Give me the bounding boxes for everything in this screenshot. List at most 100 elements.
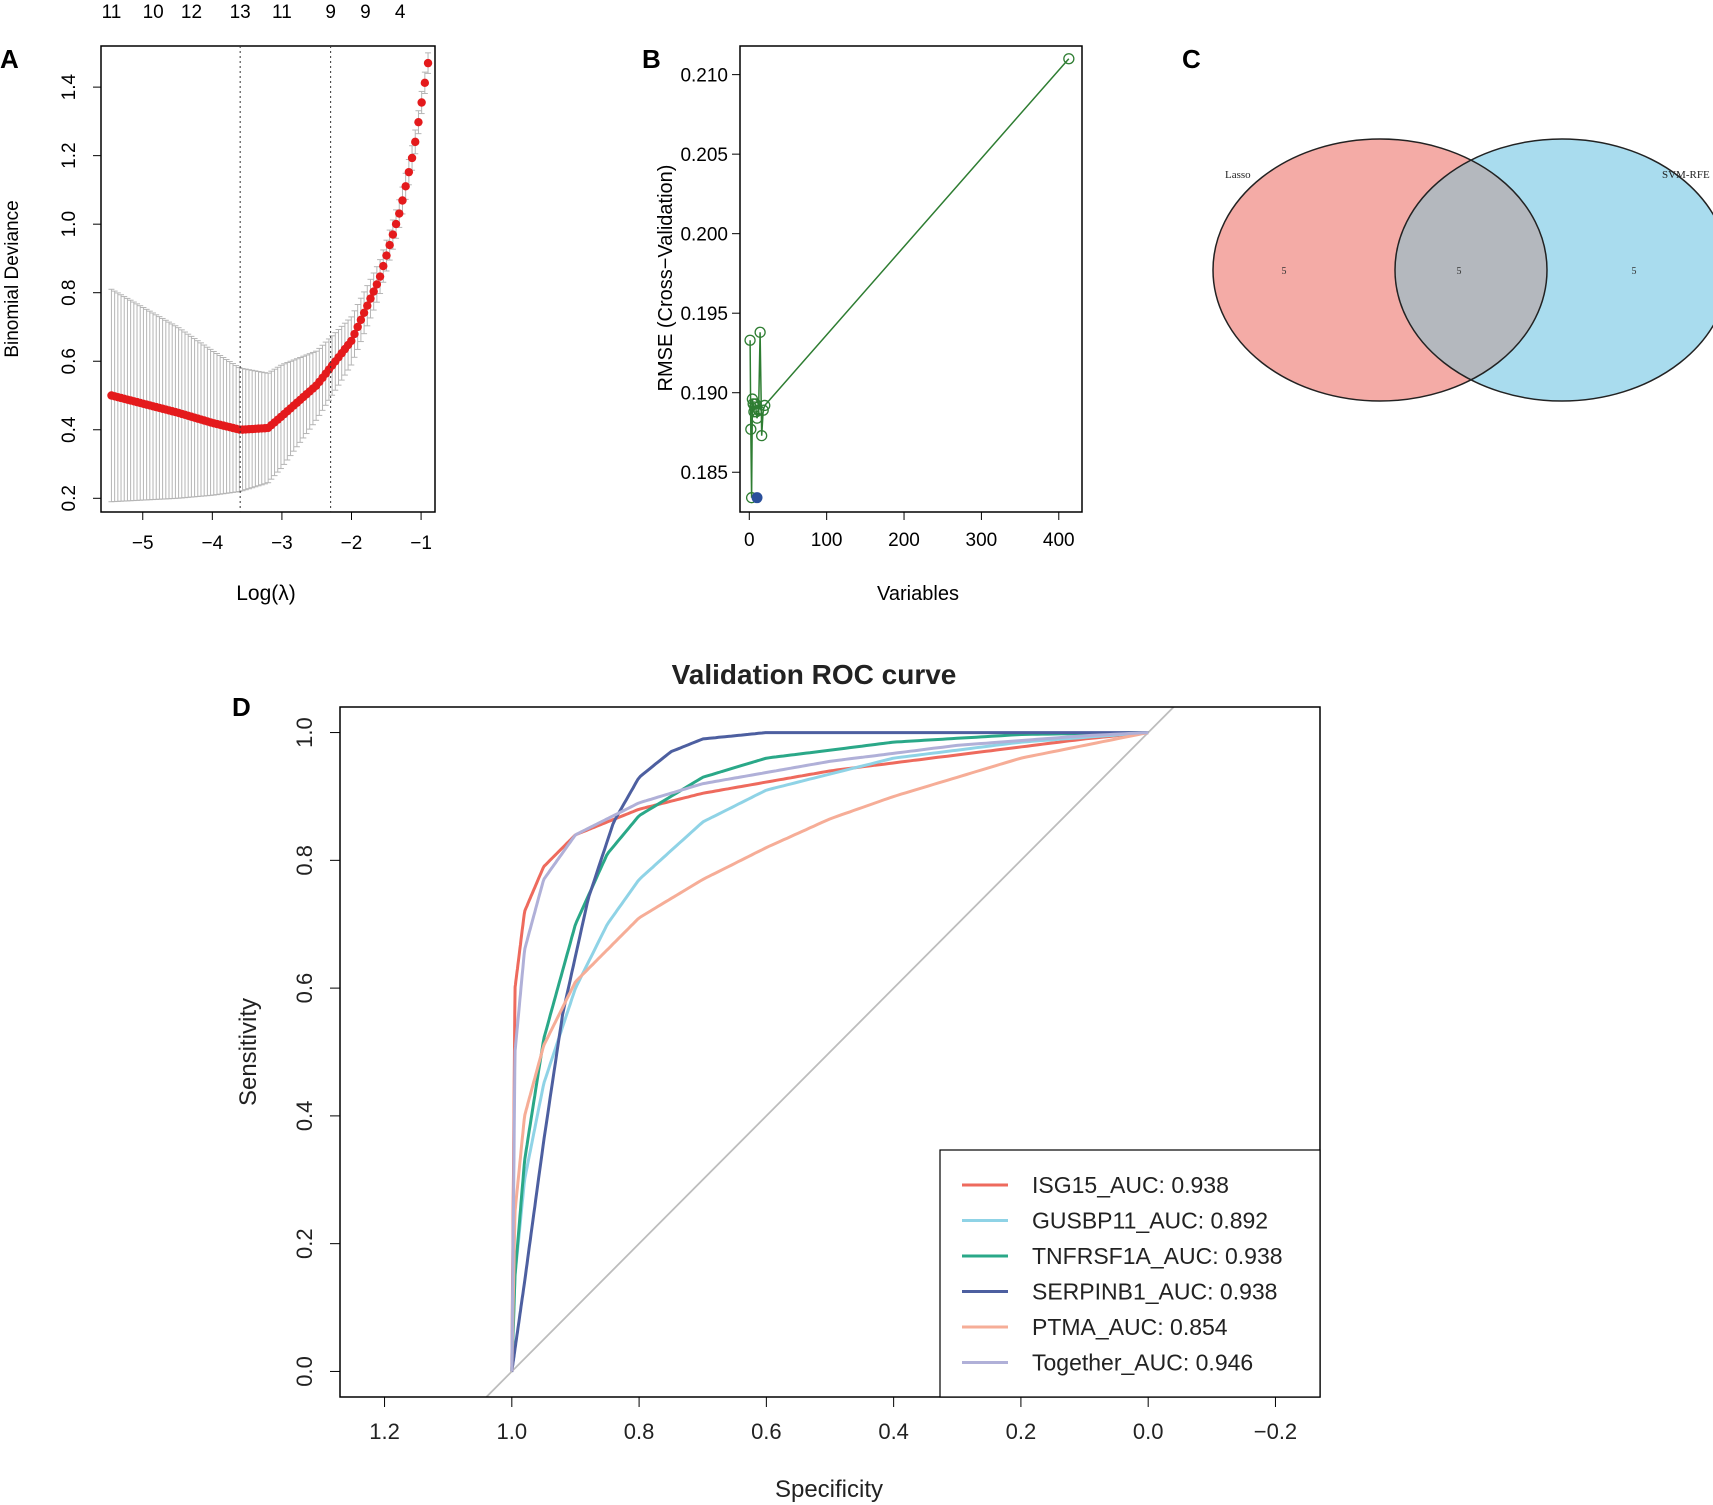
y-tick-label: 0.0 bbox=[292, 1356, 317, 1387]
panel-d-y-label: Sensitivity bbox=[235, 998, 262, 1106]
deviance-point bbox=[423, 58, 433, 68]
x-tick-label: 100 bbox=[811, 530, 843, 551]
panel-d-label: D bbox=[232, 692, 251, 722]
deviance-point bbox=[353, 322, 362, 332]
legend-label-gusbp11: GUSBP11_AUC: 0.892 bbox=[1032, 1208, 1268, 1234]
rmse-line bbox=[749, 58, 1070, 498]
x-tick-label: −3 bbox=[271, 533, 293, 554]
x-tick-label: 200 bbox=[888, 530, 920, 551]
venn-count-lasso-only: 5 bbox=[1282, 266, 1287, 277]
x-tick-label: 300 bbox=[966, 530, 998, 551]
y-tick-label: 0.210 bbox=[680, 66, 728, 87]
deviance-point bbox=[359, 308, 369, 317]
roc-curve-together bbox=[510, 731, 1149, 1372]
deviance-point bbox=[411, 137, 420, 147]
deviance-point bbox=[372, 280, 382, 289]
top-axis-label: 11 bbox=[272, 2, 292, 23]
panel-d-chart: 1.2 1.0 0.8 0.6 0.4 0.2 0.0 −0.2 0.00.20.40.60.… bbox=[235, 706, 1321, 1503]
deviance-point bbox=[369, 287, 378, 296]
y-tick-label: 1.4 bbox=[59, 73, 80, 100]
deviance-point bbox=[420, 78, 430, 88]
x-tick-label: 0 bbox=[744, 530, 755, 551]
panel-a-top-axis: 11 10 12 13 11 9 9 4 bbox=[102, 2, 406, 23]
y-tick-label: 0.6 bbox=[59, 348, 80, 374]
deviance-point bbox=[350, 329, 359, 339]
x-tick-label: −4 bbox=[201, 533, 223, 554]
top-axis-label: 4 bbox=[395, 2, 406, 23]
panel-a-y-ticks: 0.2 0.4 0.6 0.8 1.0 1.2 1.4 bbox=[59, 73, 101, 512]
panel-b-series bbox=[744, 53, 1075, 504]
panel-a-chart: −5 −4 −3 −2 −1 0.20.40.60.81.01.21.4 11 10 12 1… bbox=[2, 2, 436, 605]
deviance-point bbox=[356, 315, 366, 325]
deviance-point bbox=[391, 219, 401, 229]
y-tick-label: 0.190 bbox=[680, 384, 728, 405]
panel-c-venn: Lasso SVM-RFE 5 5 5 bbox=[1212, 138, 1713, 402]
deviance-point bbox=[395, 209, 404, 218]
y-tick-label: 0.8 bbox=[292, 845, 317, 876]
x-tick-label: 1.2 bbox=[369, 1419, 400, 1444]
panel-c-label: C bbox=[1182, 44, 1201, 74]
deviance-point bbox=[398, 196, 407, 205]
roc-curve-serpinb1 bbox=[510, 731, 1149, 1373]
panel-a-x-ticks: −5 −4 −3 −2 −1 bbox=[132, 512, 432, 554]
deviance-point bbox=[379, 261, 388, 271]
roc-legend-box bbox=[939, 1149, 1321, 1398]
roc-legend: ISG15_AUC: 0.938 GUSBP11_AUC: 0.892 TNFRSF… bbox=[939, 1149, 1321, 1398]
y-tick-label: 0.2 bbox=[59, 485, 80, 511]
venn-label-lasso: Lasso bbox=[1225, 169, 1251, 181]
legend-label-serpinb1: SERPINB1_AUC: 0.938 bbox=[1032, 1279, 1277, 1305]
rmse-point bbox=[757, 404, 769, 416]
panel-b-y-ticks: 0.185 0.190 0.195 0.200 0.205 0.210 bbox=[680, 66, 740, 484]
panel-d-x-ticks: 1.2 1.0 0.8 0.6 0.4 0.2 0.0 −0.2 bbox=[369, 1397, 1297, 1444]
x-tick-label: 0.2 bbox=[1006, 1419, 1037, 1444]
rmse-point bbox=[1063, 53, 1075, 65]
deviance-point bbox=[375, 272, 385, 281]
deviance-point bbox=[382, 251, 391, 260]
x-tick-label: −0.2 bbox=[1254, 1419, 1297, 1444]
x-tick-label: 400 bbox=[1043, 530, 1075, 551]
deviance-point bbox=[401, 182, 410, 191]
y-tick-label: 0.2 bbox=[292, 1228, 317, 1259]
panel-b-x-label: Variables bbox=[877, 583, 959, 605]
panel-b-x-ticks: 0 100 200 300 400 bbox=[744, 512, 1075, 551]
y-tick-label: 0.4 bbox=[59, 416, 80, 443]
panel-b-chart: 0 100 200 300 400 0.1850.1900.1950.2000.2050… bbox=[655, 45, 1083, 605]
legend-label-isg15: ISG15_AUC: 0.938 bbox=[1032, 1172, 1229, 1198]
roc-curve-tnfrsf1a bbox=[510, 731, 1149, 1372]
top-axis-label: 12 bbox=[181, 2, 202, 23]
panel-b-y-label: RMSE (Cross−Validation) bbox=[655, 165, 677, 392]
y-tick-label: 0.200 bbox=[680, 225, 728, 246]
y-tick-label: 0.205 bbox=[680, 145, 728, 166]
rmse-point bbox=[745, 423, 757, 435]
x-tick-label: 1.0 bbox=[497, 1419, 528, 1444]
venn-intersection bbox=[1395, 139, 1547, 401]
panel-a-x-label: Log(λ) bbox=[236, 582, 296, 605]
roc-curves bbox=[510, 731, 1149, 1373]
deviance-point bbox=[366, 294, 375, 303]
venn-outline-svm-rfe bbox=[1394, 138, 1713, 402]
x-tick-label: 0.0 bbox=[1133, 1419, 1164, 1444]
x-tick-label: −2 bbox=[341, 533, 363, 554]
panel-a-plot-frame bbox=[100, 45, 436, 513]
panel-a-y-label: Binomial Deviance bbox=[2, 200, 23, 357]
y-tick-label: 0.195 bbox=[680, 304, 728, 325]
deviance-point bbox=[347, 336, 356, 346]
roc-curve-isg15 bbox=[510, 731, 1149, 1372]
x-tick-label: −1 bbox=[410, 533, 432, 554]
panel-b-plot-frame bbox=[739, 45, 1083, 513]
deviance-point bbox=[385, 240, 394, 250]
panel-a-lambda-lines bbox=[239, 46, 332, 512]
x-tick-label: 0.8 bbox=[624, 1419, 655, 1444]
rmse-point bbox=[750, 406, 762, 418]
legend-label-together: Together_AUC: 0.946 bbox=[1032, 1350, 1253, 1376]
rmse-best-point bbox=[751, 492, 763, 504]
panel-d-y-ticks: 0.0 0.2 0.4 0.6 0.8 1.0 bbox=[292, 717, 340, 1387]
y-tick-label: 0.6 bbox=[292, 973, 317, 1004]
venn-outline-lasso bbox=[1212, 138, 1548, 402]
roc-curve-gusbp11 bbox=[510, 731, 1149, 1372]
venn-count-svm-rfe-only: 5 bbox=[1632, 266, 1637, 277]
rmse-point bbox=[751, 412, 763, 424]
y-tick-label: 1.2 bbox=[59, 142, 80, 168]
panel-a-label: A bbox=[0, 44, 19, 74]
